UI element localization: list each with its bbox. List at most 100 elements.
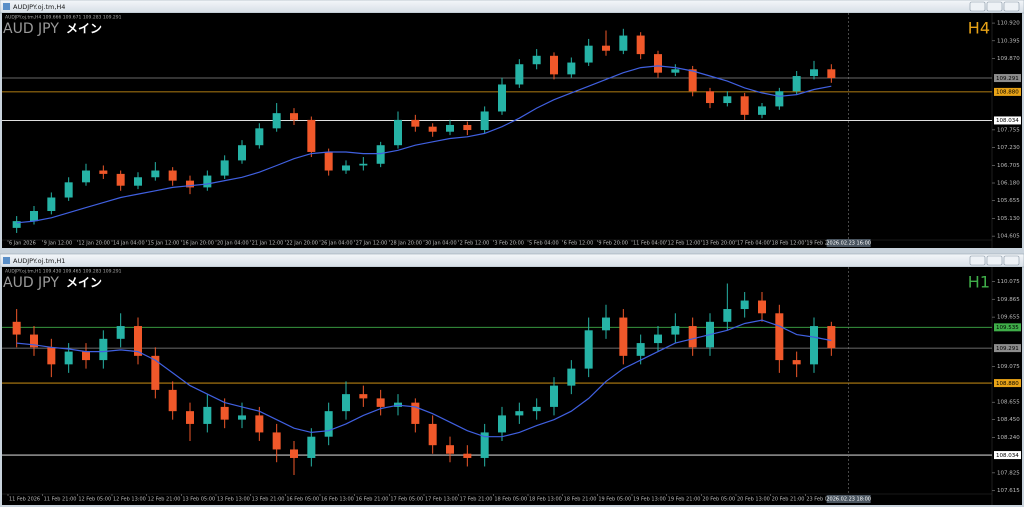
- window-title: AUDJPY.oj.tm,H4: [13, 3, 65, 11]
- x-tick-label: 9 Jan 12:00: [44, 241, 72, 247]
- level-label: 108.034: [996, 453, 1019, 459]
- candle-body: [30, 211, 38, 222]
- candle-body: [342, 394, 350, 412]
- candle-body: [428, 126, 437, 132]
- candle-body: [168, 389, 177, 412]
- level-label: 109.535: [996, 325, 1019, 331]
- moving-average: [16, 319, 832, 438]
- x-tick-label: 13 Feb 21:00: [252, 497, 285, 503]
- candle-body: [238, 145, 246, 161]
- candle-body: [688, 326, 697, 348]
- level-label: 109.291: [996, 346, 1019, 352]
- y-tick-label: 109.870: [997, 56, 1020, 62]
- candle-body: [636, 35, 645, 55]
- candle-body: [446, 124, 454, 132]
- candle-body: [220, 160, 229, 176]
- candle-body: [12, 221, 21, 228]
- candle-body: [134, 326, 142, 356]
- candle-body: [619, 35, 628, 51]
- x-tick-label: 11 Feb 04:00: [633, 241, 666, 247]
- candle-body: [411, 402, 420, 424]
- x-tick-label: 19 Feb 13:00: [633, 497, 666, 503]
- candle-body: [376, 398, 385, 407]
- candle-body: [671, 69, 680, 73]
- x-tick-label: 12 Feb 21:00: [148, 497, 181, 503]
- candle-body: [186, 180, 194, 188]
- x-tick-label: 18 Feb 05:00: [494, 497, 527, 503]
- x-tick-label: 13 Feb 13:00: [217, 497, 250, 503]
- candle-body: [810, 69, 818, 77]
- candle-body: [584, 45, 593, 63]
- chart-info: AUDJPY.oj.tm,H1 109.430 109.465 109.283 …: [5, 269, 122, 275]
- chart-label: メイン: [66, 22, 102, 36]
- restore-button[interactable]: [986, 1, 1003, 12]
- x-tick-label: 30 Jan 04:00: [425, 241, 457, 247]
- x-tick-label: 12 Feb 12:00: [668, 241, 701, 247]
- x-tick-label: 11 Feb 2026: [9, 497, 40, 503]
- x-tick-label: 3 Feb 20:00: [494, 241, 524, 247]
- chart-label: メイン: [66, 276, 102, 290]
- y-tick-label: 110.920: [997, 21, 1020, 27]
- candle-body: [758, 300, 766, 314]
- timeframe: H1: [968, 273, 990, 292]
- x-tick-label: 18 Feb 21:00: [564, 497, 597, 503]
- x-tick-label: 2 Feb 12:00: [460, 241, 490, 247]
- candle-body: [480, 432, 489, 458]
- candle-body: [12, 321, 21, 335]
- candle-body: [272, 113, 281, 129]
- x-tick-label: 16 Feb 13:00: [321, 497, 354, 503]
- y-tick-label: 109.865: [997, 297, 1020, 303]
- candle-body: [550, 385, 558, 407]
- candle-body: [99, 338, 108, 361]
- symbol: AUD JPY: [3, 275, 59, 291]
- minimize-button[interactable]: [969, 255, 986, 266]
- candle-body: [792, 360, 801, 365]
- candle-body: [723, 96, 732, 104]
- candle-body: [688, 69, 697, 92]
- x-tick-label: 19 Feb 05:00: [598, 497, 631, 503]
- minimize-button[interactable]: [969, 1, 986, 12]
- x-tick-label: 20 Feb 21:00: [772, 497, 805, 503]
- y-tick-label: 109.655: [997, 315, 1020, 321]
- candle-body: [740, 96, 749, 115]
- candle-body: [654, 334, 662, 344]
- current-time: 2026.02.23 16:00: [826, 241, 871, 247]
- candle-body: [775, 313, 784, 361]
- moving-average: [16, 65, 832, 224]
- candle-body: [446, 445, 454, 454]
- y-tick-label: 104.605: [997, 234, 1020, 240]
- candle-body: [810, 326, 818, 365]
- candle-body: [342, 165, 350, 171]
- chart-info: AUDJPY.oj.tm,H4 109.666 109.671 109.283 …: [5, 15, 122, 21]
- x-tick-label: 18 Feb 13:00: [529, 497, 562, 503]
- candle-body: [134, 177, 142, 186]
- candle-body: [116, 326, 125, 339]
- candle-body: [64, 351, 73, 365]
- candle-body: [290, 113, 298, 120]
- candle-body: [47, 197, 56, 212]
- x-tick-label: 16 Jan 20:00: [182, 241, 214, 247]
- close-button[interactable]: [1003, 255, 1020, 266]
- x-tick-label: 6 Jan 2026: [9, 241, 36, 247]
- level-label-box: [994, 344, 1021, 353]
- timeframe: H4: [968, 19, 990, 38]
- title-bar: [0, 0, 1024, 14]
- y-tick-label: 108.450: [997, 417, 1020, 423]
- candle-body: [671, 326, 680, 335]
- y-tick-label: 107.755: [997, 127, 1020, 133]
- candle-body: [480, 111, 489, 131]
- restore-button[interactable]: [986, 255, 1003, 266]
- level-label-box: [994, 116, 1021, 125]
- y-tick-label: 110.395: [997, 38, 1020, 44]
- y-tick-label: 108.240: [997, 435, 1020, 441]
- candle-body: [186, 411, 194, 424]
- y-tick-label: 105.130: [997, 216, 1020, 222]
- candle-body: [723, 309, 732, 322]
- x-tick-label: 17 Feb 05:00: [390, 497, 423, 503]
- close-button[interactable]: [1003, 1, 1020, 12]
- x-tick-label: 26 Jan 04:00: [321, 241, 353, 247]
- candle-body: [740, 300, 749, 310]
- x-tick-label: 5 Feb 04:00: [529, 241, 559, 247]
